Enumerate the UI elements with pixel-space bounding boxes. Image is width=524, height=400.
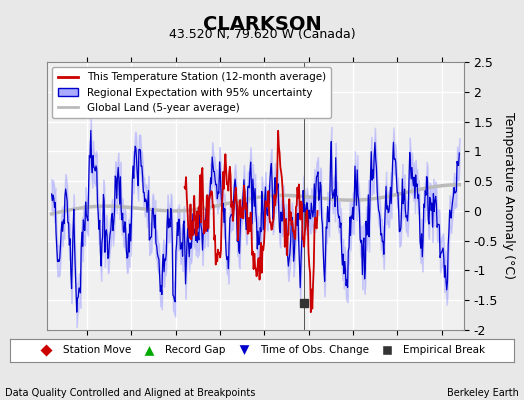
Text: CLARKSON: CLARKSON [203,15,321,34]
Text: Berkeley Earth: Berkeley Earth [447,388,519,398]
Legend: Station Move, Record Gap, Time of Obs. Change, Empirical Break: Station Move, Record Gap, Time of Obs. C… [35,341,489,360]
Text: Data Quality Controlled and Aligned at Breakpoints: Data Quality Controlled and Aligned at B… [5,388,256,398]
Y-axis label: Temperature Anomaly (°C): Temperature Anomaly (°C) [501,112,515,280]
Legend: This Temperature Station (12-month average), Regional Expectation with 95% uncer: This Temperature Station (12-month avera… [52,67,331,118]
Text: 43.520 N, 79.620 W (Canada): 43.520 N, 79.620 W (Canada) [169,28,355,41]
